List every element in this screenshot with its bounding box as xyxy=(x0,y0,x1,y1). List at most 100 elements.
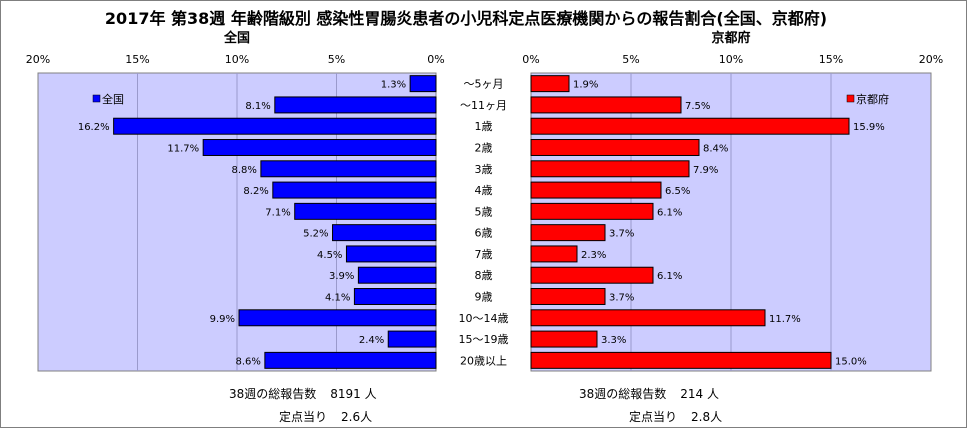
category-label: ～5ヶ月 xyxy=(464,78,504,91)
left-x-tick-label: 0% xyxy=(427,53,444,66)
summary-right-total-label: 38週の総報告数 xyxy=(579,387,667,401)
left-bar-value-label: 4.1% xyxy=(325,293,350,304)
left-bar-value-label: 1.3% xyxy=(381,80,406,91)
right-bar-value-label: 7.5% xyxy=(685,101,710,112)
summary-right-per-value: 2.8人 xyxy=(691,410,723,424)
category-label: 8歳 xyxy=(475,269,493,282)
category-label: 7歳 xyxy=(475,248,493,261)
right-bar xyxy=(530,202,654,220)
summary-left-total-label: 38週の総報告数 xyxy=(229,387,317,401)
category-label: 20歳以上 xyxy=(460,354,507,367)
right-bar-value-label: 8.4% xyxy=(703,144,728,155)
right-bar xyxy=(530,75,570,93)
right-bar-value-label: 6.1% xyxy=(657,207,682,218)
left-legend-label: 全国 xyxy=(102,92,124,106)
left-bar-value-label: 8.2% xyxy=(243,186,268,197)
summary-left-total: 38週の総報告数 8191 人 xyxy=(229,385,377,402)
right-x-tick-label: 10% xyxy=(719,53,743,66)
right-bar-value-label: 2.3% xyxy=(581,250,606,261)
right-x-tick-label: 20% xyxy=(919,53,943,66)
right-bar-value-label: 6.1% xyxy=(657,271,682,282)
right-x-tick-label: 15% xyxy=(819,53,843,66)
category-label: ～11ヶ月 xyxy=(460,99,507,112)
summary-right-per-label: 定点当り xyxy=(629,410,678,424)
right-legend-label: 京都府 xyxy=(856,92,889,106)
right-bar-value-label: 3.7% xyxy=(609,293,634,304)
left-bar-value-label: 4.5% xyxy=(317,250,342,261)
right-bar xyxy=(530,117,850,135)
left-bar xyxy=(294,202,437,220)
summary-right-total-value: 214 人 xyxy=(680,387,720,401)
right-bar-value-label: 3.7% xyxy=(609,229,634,240)
left-bar xyxy=(357,266,437,284)
left-bar xyxy=(353,288,437,305)
right-bar xyxy=(530,181,662,199)
category-label: 2歳 xyxy=(475,142,493,155)
left-x-tick-label: 5% xyxy=(328,53,345,66)
left-x-tick-label: 10% xyxy=(225,53,249,66)
left-bar-value-label: 9.9% xyxy=(210,314,235,325)
left-bar-value-label: 3.9% xyxy=(329,271,354,282)
right-bar xyxy=(530,139,700,156)
left-bar xyxy=(113,117,437,135)
category-label: 3歳 xyxy=(475,163,493,176)
left-bar xyxy=(409,75,437,93)
chart-title: 2017年 第38週 年齢階級別 感染性胃腸炎患者の小児科定点医療機関からの報告… xyxy=(104,9,828,28)
left-legend-swatch xyxy=(92,94,101,103)
right-bar-value-label: 7.9% xyxy=(693,165,718,176)
left-bar xyxy=(387,330,437,348)
left-bar-value-label: 11.7% xyxy=(167,144,199,155)
left-bar-value-label: 2.4% xyxy=(359,335,384,346)
right-x-tick-label: 5% xyxy=(622,53,639,66)
category-label: 4歳 xyxy=(475,184,493,197)
left-bar-value-label: 16.2% xyxy=(78,122,110,133)
left-bar-value-label: 8.8% xyxy=(231,165,256,176)
left-bar-value-label: 7.1% xyxy=(265,207,290,218)
left-bar xyxy=(332,224,437,242)
left-bar xyxy=(238,309,437,327)
left-bar xyxy=(345,245,437,263)
summary-right-per: 定点当り 2.8人 xyxy=(629,408,722,425)
summary-left-per-value: 2.6人 xyxy=(341,410,373,424)
right-bar xyxy=(530,224,606,242)
left-bar xyxy=(272,181,437,199)
left-bar-value-label: 5.2% xyxy=(303,229,328,240)
left-x-tick-label: 20% xyxy=(26,53,50,66)
left-x-tick-label: 15% xyxy=(125,53,149,66)
right-legend-swatch xyxy=(846,94,855,103)
right-bar xyxy=(530,288,606,305)
summary-left-per-label: 定点当り xyxy=(279,410,328,424)
right-bar-value-label: 15.0% xyxy=(835,356,867,367)
left-bar xyxy=(274,96,437,114)
category-label: 10～14歳 xyxy=(459,312,509,325)
category-label: 5歳 xyxy=(475,205,493,218)
right-x-tick-label: 0% xyxy=(522,53,539,66)
right-bar-value-label: 11.7% xyxy=(769,314,801,325)
right-bar-value-label: 3.3% xyxy=(601,335,626,346)
left-bar xyxy=(202,139,437,156)
category-label: 9歳 xyxy=(475,291,493,304)
left-bar xyxy=(264,351,437,369)
category-label: 15～19歳 xyxy=(459,333,509,346)
left-panel-title: 全国 xyxy=(223,30,250,46)
right-bar xyxy=(530,160,690,178)
right-bar xyxy=(530,330,598,348)
left-bar xyxy=(260,160,437,178)
right-bar xyxy=(530,351,832,369)
summary-left-total-value: 8191 人 xyxy=(330,387,377,401)
right-bar-value-label: 6.5% xyxy=(665,186,690,197)
right-bar xyxy=(530,309,766,327)
category-label: 1歳 xyxy=(475,120,493,133)
left-bar-value-label: 8.6% xyxy=(235,356,260,367)
right-bar xyxy=(530,245,578,263)
category-label: 6歳 xyxy=(475,227,493,240)
right-panel-title: 京都府 xyxy=(711,30,750,46)
summary-left-per: 定点当り 2.6人 xyxy=(279,408,372,425)
right-bar xyxy=(530,266,654,284)
left-bar-value-label: 8.1% xyxy=(245,101,270,112)
right-bar xyxy=(530,96,682,114)
right-bar-value-label: 15.9% xyxy=(853,122,885,133)
right-bar-value-label: 1.9% xyxy=(573,80,598,91)
